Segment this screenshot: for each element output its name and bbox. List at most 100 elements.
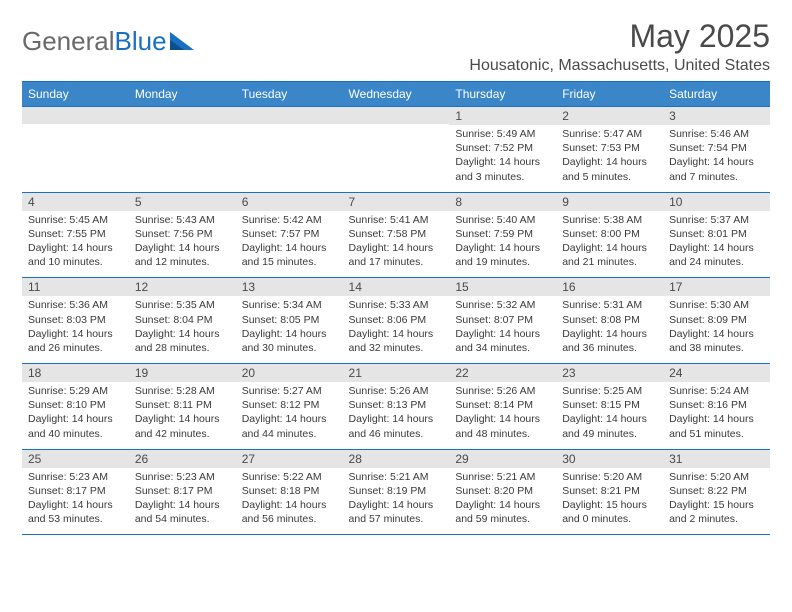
sunrise-text: Sunrise: 5:35 AM [135,298,230,312]
day-detail: Sunrise: 5:43 AMSunset: 7:56 PMDaylight:… [129,211,236,278]
day-number: 24 [663,364,770,382]
day-number: 16 [556,278,663,296]
daylight-text: Daylight: 14 hours and 15 minutes. [242,241,337,269]
header: GeneralBlue May 2025 Housatonic, Massach… [22,18,770,75]
daylight-text: Daylight: 14 hours and 5 minutes. [562,155,657,183]
calendar-cell [236,107,343,193]
calendar-cell: 9Sunrise: 5:38 AMSunset: 8:00 PMDaylight… [556,192,663,278]
daylight-text: Daylight: 14 hours and 34 minutes. [455,327,550,355]
day-number: 15 [449,278,556,296]
sunset-text: Sunset: 8:06 PM [349,313,444,327]
day-number: 28 [343,450,450,468]
sunset-text: Sunset: 7:54 PM [669,141,764,155]
day-number: 19 [129,364,236,382]
sunset-text: Sunset: 8:18 PM [242,484,337,498]
day-detail: Sunrise: 5:23 AMSunset: 8:17 PMDaylight:… [129,468,236,535]
sunset-text: Sunset: 8:17 PM [28,484,123,498]
logo-text-1: General [22,26,115,57]
sunrise-text: Sunrise: 5:20 AM [669,470,764,484]
daylight-text: Daylight: 15 hours and 0 minutes. [562,498,657,526]
day-detail [343,124,450,190]
day-detail: Sunrise: 5:47 AMSunset: 7:53 PMDaylight:… [556,125,663,192]
day-detail: Sunrise: 5:20 AMSunset: 8:22 PMDaylight:… [663,468,770,535]
calendar-head: SundayMondayTuesdayWednesdayThursdayFrid… [22,82,770,107]
calendar-cell: 16Sunrise: 5:31 AMSunset: 8:08 PMDayligh… [556,278,663,364]
day-detail: Sunrise: 5:32 AMSunset: 8:07 PMDaylight:… [449,296,556,363]
sunset-text: Sunset: 8:11 PM [135,398,230,412]
calendar-cell: 25Sunrise: 5:23 AMSunset: 8:17 PMDayligh… [22,449,129,535]
sunrise-text: Sunrise: 5:38 AM [562,213,657,227]
sunrise-text: Sunrise: 5:36 AM [28,298,123,312]
day-number: 6 [236,193,343,211]
daylight-text: Daylight: 14 hours and 24 minutes. [669,241,764,269]
day-detail: Sunrise: 5:31 AMSunset: 8:08 PMDaylight:… [556,296,663,363]
day-detail: Sunrise: 5:41 AMSunset: 7:58 PMDaylight:… [343,211,450,278]
logo-text-2: Blue [115,26,167,57]
daylight-text: Daylight: 14 hours and 53 minutes. [28,498,123,526]
daylight-text: Daylight: 14 hours and 54 minutes. [135,498,230,526]
day-number: 17 [663,278,770,296]
sunrise-text: Sunrise: 5:32 AM [455,298,550,312]
calendar-cell: 3Sunrise: 5:46 AMSunset: 7:54 PMDaylight… [663,107,770,193]
sunset-text: Sunset: 8:12 PM [242,398,337,412]
sunset-text: Sunset: 8:14 PM [455,398,550,412]
calendar-cell: 1Sunrise: 5:49 AMSunset: 7:52 PMDaylight… [449,107,556,193]
sunset-text: Sunset: 8:21 PM [562,484,657,498]
calendar-cell: 31Sunrise: 5:20 AMSunset: 8:22 PMDayligh… [663,449,770,535]
sunrise-text: Sunrise: 5:23 AM [135,470,230,484]
sunset-text: Sunset: 7:57 PM [242,227,337,241]
sunrise-text: Sunrise: 5:49 AM [455,127,550,141]
daylight-text: Daylight: 14 hours and 32 minutes. [349,327,444,355]
calendar-cell: 6Sunrise: 5:42 AMSunset: 7:57 PMDaylight… [236,192,343,278]
sunset-text: Sunset: 8:01 PM [669,227,764,241]
daylight-text: Daylight: 14 hours and 28 minutes. [135,327,230,355]
sunset-text: Sunset: 7:59 PM [455,227,550,241]
day-detail: Sunrise: 5:24 AMSunset: 8:16 PMDaylight:… [663,382,770,449]
daylight-text: Daylight: 14 hours and 40 minutes. [28,412,123,440]
sunrise-text: Sunrise: 5:30 AM [669,298,764,312]
day-number: 14 [343,278,450,296]
sunset-text: Sunset: 7:56 PM [135,227,230,241]
calendar-cell: 2Sunrise: 5:47 AMSunset: 7:53 PMDaylight… [556,107,663,193]
calendar-table: SundayMondayTuesdayWednesdayThursdayFrid… [22,81,770,535]
day-number: 29 [449,450,556,468]
sunset-text: Sunset: 8:09 PM [669,313,764,327]
sunset-text: Sunset: 8:04 PM [135,313,230,327]
calendar-cell: 22Sunrise: 5:26 AMSunset: 8:14 PMDayligh… [449,364,556,450]
calendar-cell: 13Sunrise: 5:34 AMSunset: 8:05 PMDayligh… [236,278,343,364]
day-number: 21 [343,364,450,382]
daylight-text: Daylight: 14 hours and 7 minutes. [669,155,764,183]
day-number [22,107,129,124]
calendar-cell: 4Sunrise: 5:45 AMSunset: 7:55 PMDaylight… [22,192,129,278]
sunrise-text: Sunrise: 5:37 AM [669,213,764,227]
calendar-cell: 20Sunrise: 5:27 AMSunset: 8:12 PMDayligh… [236,364,343,450]
day-detail: Sunrise: 5:38 AMSunset: 8:00 PMDaylight:… [556,211,663,278]
calendar-cell: 21Sunrise: 5:26 AMSunset: 8:13 PMDayligh… [343,364,450,450]
sunrise-text: Sunrise: 5:26 AM [349,384,444,398]
calendar-cell: 5Sunrise: 5:43 AMSunset: 7:56 PMDaylight… [129,192,236,278]
day-number: 8 [449,193,556,211]
day-detail [22,124,129,190]
logo: GeneralBlue [22,18,196,57]
day-number: 11 [22,278,129,296]
daylight-text: Daylight: 14 hours and 56 minutes. [242,498,337,526]
daylight-text: Daylight: 14 hours and 17 minutes. [349,241,444,269]
daylight-text: Daylight: 14 hours and 3 minutes. [455,155,550,183]
sunrise-text: Sunrise: 5:47 AM [562,127,657,141]
sunset-text: Sunset: 7:55 PM [28,227,123,241]
daylight-text: Daylight: 14 hours and 57 minutes. [349,498,444,526]
day-detail: Sunrise: 5:25 AMSunset: 8:15 PMDaylight:… [556,382,663,449]
sunrise-text: Sunrise: 5:43 AM [135,213,230,227]
sunset-text: Sunset: 8:13 PM [349,398,444,412]
day-detail: Sunrise: 5:30 AMSunset: 8:09 PMDaylight:… [663,296,770,363]
sunset-text: Sunset: 8:19 PM [349,484,444,498]
day-detail: Sunrise: 5:34 AMSunset: 8:05 PMDaylight:… [236,296,343,363]
sunset-text: Sunset: 8:10 PM [28,398,123,412]
daylight-text: Daylight: 14 hours and 26 minutes. [28,327,123,355]
daylight-text: Daylight: 14 hours and 19 minutes. [455,241,550,269]
logo-flag-icon [170,32,196,52]
sunrise-text: Sunrise: 5:31 AM [562,298,657,312]
day-detail: Sunrise: 5:37 AMSunset: 8:01 PMDaylight:… [663,211,770,278]
day-number: 23 [556,364,663,382]
calendar-cell: 24Sunrise: 5:24 AMSunset: 8:16 PMDayligh… [663,364,770,450]
